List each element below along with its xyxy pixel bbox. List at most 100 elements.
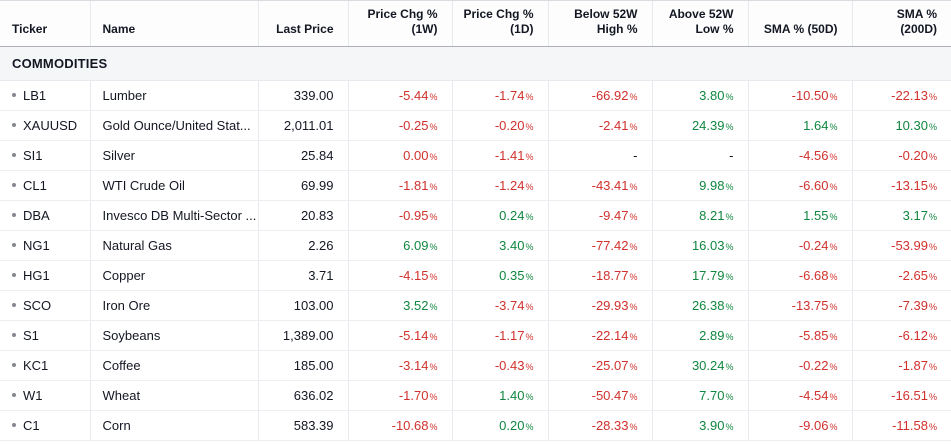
- table-row[interactable]: HG1 Copper 3.71 -4.15% 0.35% -18.77% 17.79% -6.…: [0, 260, 951, 291]
- percent-sign: %: [725, 211, 734, 222]
- percent-sign: %: [829, 181, 838, 192]
- price-chg-1d-cell: -1.17%: [451, 320, 548, 351]
- percent-sign: %: [629, 121, 638, 132]
- percent-sign: %: [525, 241, 534, 252]
- ticker-label: S1: [23, 327, 39, 343]
- table-row[interactable]: DBA Invesco DB Multi-Sector ... 20.83 -0.95…: [0, 200, 951, 231]
- col-header-above-52w-low[interactable]: Above 52W Low %: [651, 1, 748, 47]
- last-price-cell: 2.26: [257, 230, 348, 261]
- last-price-cell: 636.02: [257, 380, 348, 411]
- below-52w-high-cell: -66.92%: [547, 80, 652, 111]
- name-cell: WTI Crude Oil: [89, 170, 258, 201]
- above-52w-low-cell: 26.38%: [651, 290, 748, 321]
- below-52w-high-cell: -25.07%: [547, 350, 652, 381]
- table-row[interactable]: C1 Corn 583.39 -10.68% 0.20% -28.33% 3.90% -9.0…: [0, 410, 951, 441]
- price-chg-1d-cell: -0.43%: [451, 350, 548, 381]
- price-chg-1d-cell: -1.74%: [451, 80, 548, 111]
- ticker-cell[interactable]: S1: [0, 320, 90, 351]
- ticker-cell[interactable]: W1: [0, 380, 90, 411]
- ticker-dot-icon: [12, 183, 16, 188]
- percent-sign: %: [829, 151, 838, 162]
- sma-50d-cell: -0.22%: [747, 350, 852, 381]
- percent-sign: %: [525, 181, 534, 192]
- percent-sign: %: [928, 211, 937, 222]
- percent-sign: %: [928, 391, 937, 402]
- ticker-cell[interactable]: LB1: [0, 80, 90, 111]
- sma-50d-cell: -4.56%: [747, 140, 852, 171]
- ticker-dot-icon: [12, 123, 16, 128]
- percent-sign: %: [429, 91, 438, 102]
- price-chg-1w-cell: -3.14%: [347, 350, 452, 381]
- ticker-cell[interactable]: C1: [0, 410, 90, 441]
- sma-50d-cell: -10.50%: [747, 80, 852, 111]
- ticker-cell[interactable]: DBA: [0, 200, 90, 231]
- table-row[interactable]: KC1 Coffee 185.00 -3.14% -0.43% -25.07% 30.24%…: [0, 350, 951, 381]
- ticker-cell[interactable]: CL1: [0, 170, 90, 201]
- ticker-cell[interactable]: SCO: [0, 290, 90, 321]
- ticker-cell[interactable]: SI1: [0, 140, 90, 171]
- name-cell: Invesco DB Multi-Sector ...: [89, 200, 258, 231]
- percent-sign: %: [429, 151, 438, 162]
- above-52w-low-cell: 8.21%: [651, 200, 748, 231]
- above-52w-low-cell: 3.90%: [651, 410, 748, 441]
- above-52w-low-cell: 24.39%: [651, 110, 748, 141]
- percent-sign: %: [928, 121, 937, 132]
- col-header-below-52w-high[interactable]: Below 52W High %: [547, 1, 652, 47]
- col-header-name[interactable]: Name: [89, 1, 258, 47]
- ticker-label: SCO: [23, 297, 52, 313]
- table-row[interactable]: CL1 WTI Crude Oil 69.99 -1.81% -1.24% -43.41%…: [0, 170, 951, 201]
- percent-sign: %: [429, 211, 438, 222]
- below-52w-high-cell: -29.93%: [547, 290, 652, 321]
- percent-sign: %: [725, 331, 734, 342]
- ticker-cell[interactable]: NG1: [0, 230, 90, 261]
- last-price-cell: 583.39: [257, 410, 348, 441]
- percent-sign: %: [725, 241, 734, 252]
- ticker-label: DBA: [23, 207, 50, 223]
- name-cell: Wheat: [89, 380, 258, 411]
- ticker-cell[interactable]: HG1: [0, 260, 90, 291]
- percent-sign: %: [525, 151, 534, 162]
- ticker-dot-icon: [12, 213, 16, 218]
- below-52w-high-cell: -77.42%: [547, 230, 652, 261]
- ticker-cell[interactable]: KC1: [0, 350, 90, 381]
- price-chg-1w-cell: -4.15%: [347, 260, 452, 291]
- percent-sign: %: [725, 421, 734, 432]
- last-price-cell: 25.84: [257, 140, 348, 171]
- col-header-last-price[interactable]: Last Price: [257, 1, 348, 47]
- table-row[interactable]: LB1 Lumber 339.00 -5.44% -1.74% -66.92% 3.80% -…: [0, 80, 951, 111]
- percent-sign: %: [829, 391, 838, 402]
- sma-50d-cell: 1.64%: [747, 110, 852, 141]
- sma-50d-cell: -9.06%: [747, 410, 852, 441]
- table-row[interactable]: SCO Iron Ore 103.00 3.52% -3.74% -29.93% 26.38…: [0, 290, 951, 321]
- table-row[interactable]: S1 Soybeans 1,389.00 -5.14% -1.17% -22.14% 2.8…: [0, 320, 951, 351]
- below-52w-high-cell: -18.77%: [547, 260, 652, 291]
- col-header-ticker[interactable]: Ticker: [0, 1, 90, 47]
- col-header-price-chg-1w[interactable]: Price Chg % (1W): [347, 1, 452, 47]
- above-52w-low-cell: 16.03%: [651, 230, 748, 261]
- table-row[interactable]: W1 Wheat 636.02 -1.70% 1.40% -50.47% 7.70% -4.5…: [0, 380, 951, 411]
- percent-sign: %: [429, 421, 438, 432]
- col-header-sma-50d[interactable]: SMA % (50D): [747, 1, 852, 47]
- name-cell: Natural Gas: [89, 230, 258, 261]
- table-row[interactable]: SI1 Silver 25.84 0.00% -1.41% - - -4.56% -0.20%: [0, 140, 951, 171]
- percent-sign: %: [525, 211, 534, 222]
- table-row[interactable]: XAUUSD Gold Ounce/United Stat... 2,011.01-…: [0, 110, 951, 141]
- table-row[interactable]: NG1 Natural Gas 2.26 6.09% 3.40% -77.42% 16.03…: [0, 230, 951, 261]
- percent-sign: %: [429, 241, 438, 252]
- below-52w-high-cell: -22.14%: [547, 320, 652, 351]
- sma-200d-cell: -0.20%: [851, 140, 951, 171]
- above-52w-low-cell: -: [651, 140, 748, 171]
- last-price-cell: 103.00: [257, 290, 348, 321]
- col-header-sma-200d[interactable]: SMA % (200D): [851, 1, 951, 47]
- ticker-dot-icon: [12, 243, 16, 248]
- last-price-cell: 3.71: [257, 260, 348, 291]
- price-chg-1w-cell: -1.81%: [347, 170, 452, 201]
- ticker-cell[interactable]: XAUUSD: [0, 110, 90, 141]
- percent-sign: %: [725, 121, 734, 132]
- sma-50d-cell: -0.24%: [747, 230, 852, 261]
- col-header-price-chg-1d[interactable]: Price Chg % (1D): [451, 1, 548, 47]
- section-row[interactable]: COMMODITIES: [0, 46, 951, 81]
- percent-sign: %: [725, 301, 734, 312]
- percent-sign: %: [928, 91, 937, 102]
